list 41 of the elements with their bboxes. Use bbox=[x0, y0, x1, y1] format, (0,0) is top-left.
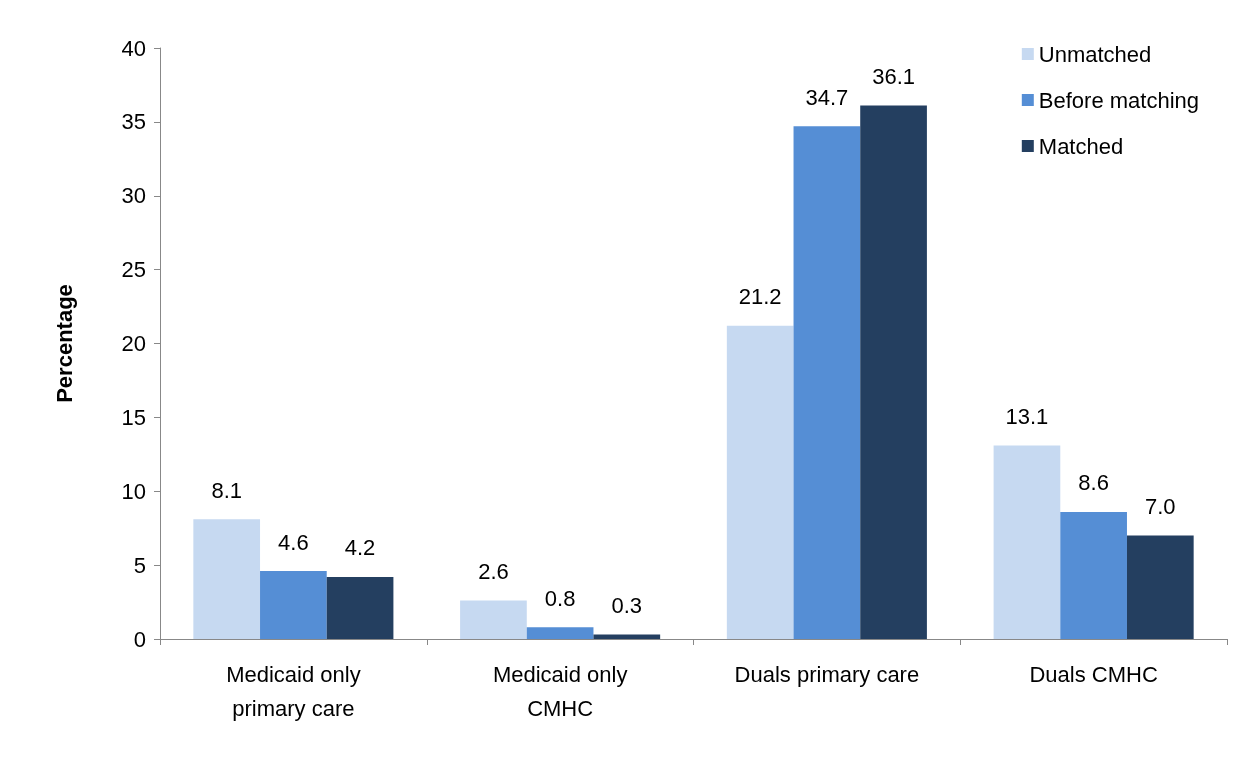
legend-label: Unmatched bbox=[1038, 41, 1152, 67]
data-label: 21.2 bbox=[738, 284, 782, 310]
data-label: 2.6 bbox=[478, 559, 509, 585]
x-tick-label: Medicaid only CMHC bbox=[492, 661, 628, 721]
y-tick-label: 30 bbox=[121, 183, 146, 209]
legend-label: Matched bbox=[1038, 133, 1124, 159]
y-tick-label: 0 bbox=[133, 626, 146, 652]
y-tick-label: 25 bbox=[121, 257, 146, 283]
y-axis-title: Percentage bbox=[51, 284, 77, 403]
data-label: 0.8 bbox=[544, 585, 576, 611]
bar bbox=[193, 519, 261, 639]
bar bbox=[726, 325, 794, 639]
x-tick-label: Duals primary care bbox=[734, 661, 920, 687]
bar bbox=[793, 126, 861, 639]
legend-label: Before matching bbox=[1038, 87, 1199, 113]
data-label: 4.6 bbox=[278, 529, 309, 555]
y-tick-label: 35 bbox=[121, 109, 146, 135]
bar bbox=[326, 576, 394, 639]
bar bbox=[460, 600, 527, 639]
data-label: 4.2 bbox=[344, 535, 376, 561]
bar bbox=[993, 445, 1061, 639]
data-label: 13.1 bbox=[1005, 403, 1049, 429]
bar bbox=[1060, 511, 1127, 639]
data-label: 8.6 bbox=[1078, 470, 1109, 496]
y-tick-label: 20 bbox=[121, 331, 146, 356]
x-tick-label: Duals CMHC bbox=[1029, 661, 1158, 687]
bar bbox=[526, 627, 594, 639]
x-tick-label: Medicaid only primary care bbox=[226, 661, 361, 721]
data-label: 8.1 bbox=[211, 477, 242, 503]
data-label: 36.1 bbox=[872, 64, 915, 90]
y-tick-label: 5 bbox=[133, 552, 146, 578]
bar bbox=[260, 571, 327, 639]
y-tick-label: 15 bbox=[121, 404, 146, 430]
data-label: 7.0 bbox=[1145, 494, 1176, 520]
data-label: 0.3 bbox=[611, 593, 643, 619]
bar bbox=[860, 105, 927, 639]
data-label: 34.7 bbox=[805, 84, 849, 110]
y-tick-label: 40 bbox=[121, 35, 146, 61]
bar bbox=[1126, 535, 1194, 639]
y-tick-label: 10 bbox=[121, 478, 146, 504]
bar bbox=[593, 634, 661, 639]
